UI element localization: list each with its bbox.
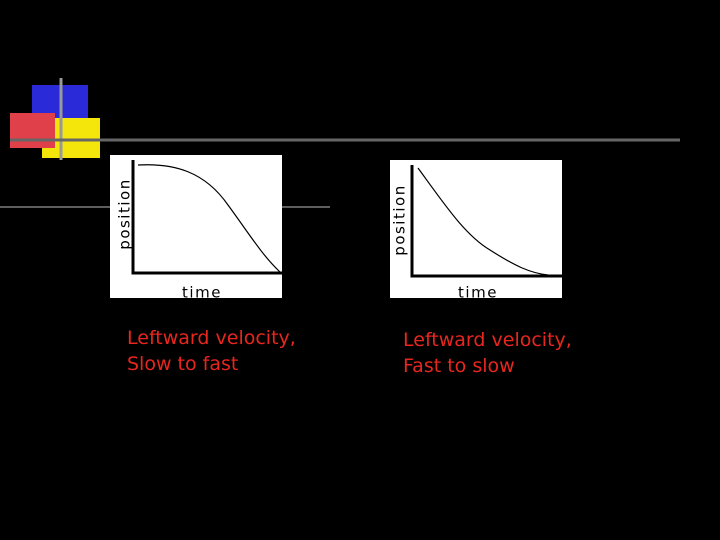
y-label: position (391, 184, 409, 255)
x-label: time (458, 284, 498, 302)
x-label: time (182, 284, 222, 302)
deco-red (10, 113, 55, 148)
caption-line: Leftward velocity, (403, 329, 572, 351)
caption-line: Leftward velocity, (127, 327, 296, 349)
graph-bg (110, 155, 282, 298)
curve (137, 164, 281, 273)
axes (410, 165, 562, 278)
y-label: position (116, 178, 134, 249)
graph-1: position time (110, 155, 282, 302)
curve (417, 167, 549, 276)
caption-1: Leftward velocity, Slow to fast (127, 325, 296, 377)
caption-line: Slow to fast (127, 353, 239, 375)
graph-2: position time (390, 160, 562, 302)
axes (131, 160, 282, 275)
caption-2: Leftward velocity, Fast to slow (403, 327, 572, 379)
caption-line: Fast to slow (403, 355, 515, 377)
